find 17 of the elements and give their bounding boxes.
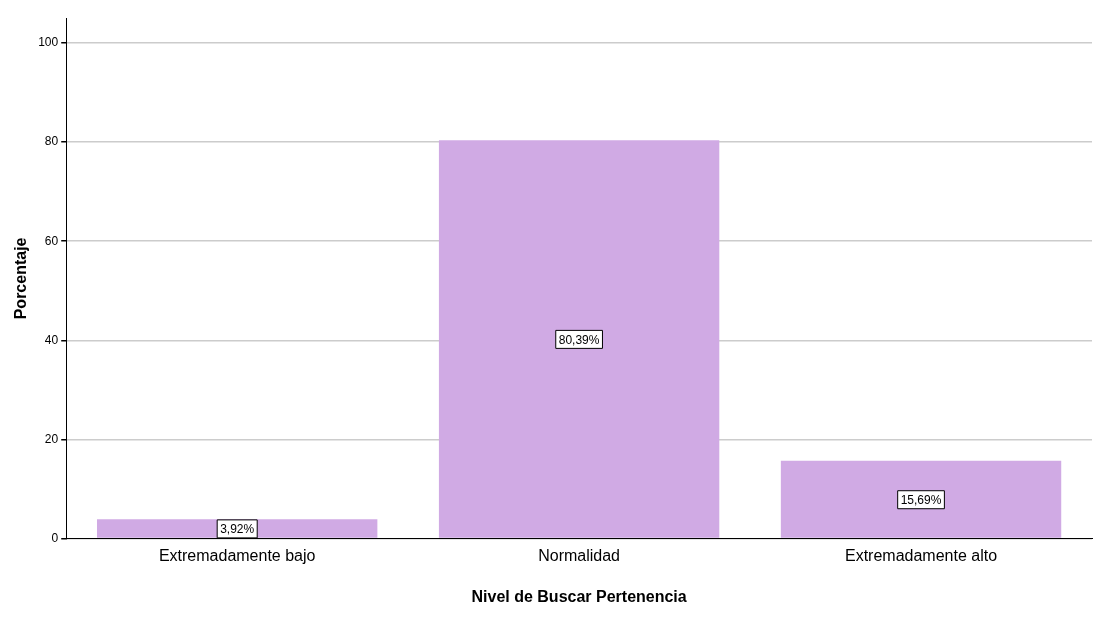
y-tick-label: 100 [38,35,59,50]
bar [97,519,378,538]
x-axis-title: Nivel de Buscar Pertenencia [471,587,687,605]
bar [780,460,1062,538]
bar [438,140,720,538]
data-label: 3,92% [220,522,255,537]
x-tick-label: Normalidad [538,546,621,564]
y-tick-label: 0 [51,530,59,545]
y-tick-label: 40 [44,332,59,347]
y-axis-title: Porcentaje [12,237,30,320]
data-label: 15,69% [900,493,942,508]
x-tick-label: Extremadamente alto [845,546,998,564]
y-tick-label: 20 [44,431,59,446]
y-tick-label: 60 [44,233,59,248]
y-tick-label: 80 [44,134,59,149]
data-label: 80,39% [558,332,600,347]
x-tick-label: Extremadamente bajo [158,546,316,564]
